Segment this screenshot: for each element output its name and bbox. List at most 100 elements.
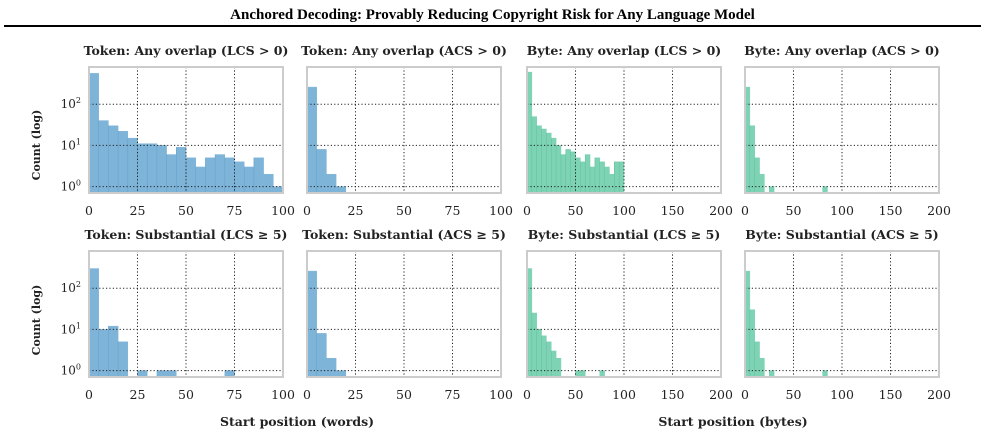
- subplot-title: Token: Substantial (ACS ≥ 5): [302, 227, 506, 242]
- y-tick-label: 101: [61, 321, 81, 336]
- histogram-bar: [584, 154, 591, 194]
- x-tick-label: 50: [568, 387, 584, 402]
- x-tick-label: 0: [523, 203, 531, 218]
- subplot-7: Byte: Substantial (LCS ≥ 5) 0 50 100 150 200: [523, 227, 733, 402]
- histogram-bar: [759, 173, 765, 194]
- title-rule: [4, 25, 981, 27]
- y-tick-label: 100: [61, 363, 81, 378]
- x-tick-label: 75: [227, 203, 243, 218]
- x-tick-label: 0: [303, 203, 311, 218]
- subplot-1: Token: Any overlap (LCS > 0) 0 25 50 75 100 10…: [61, 43, 295, 218]
- x-tick-label: 150: [879, 203, 903, 218]
- x-tick-label: 50: [396, 387, 412, 402]
- histogram-bar: [326, 357, 337, 378]
- x-tick-label: 100: [489, 203, 513, 218]
- histogram-bar: [127, 137, 138, 194]
- histogram-bar: [614, 161, 620, 194]
- histogram-bar: [108, 325, 119, 378]
- subplot-6: Token: Substantial (ACS ≥ 5) 0 25 50 75 100: [302, 227, 513, 402]
- x-tick-label: 200: [927, 203, 951, 218]
- x-tick-label: 0: [741, 203, 749, 218]
- histogram-bar: [117, 131, 129, 194]
- y-axis-label-row-2: Count (log): [30, 285, 43, 356]
- y-tick-label: 101: [61, 137, 81, 152]
- histogram-bar: [604, 166, 610, 194]
- x-tick-label: 0: [85, 203, 93, 218]
- histogram-bar: [531, 312, 537, 378]
- x-tick-label: 25: [348, 387, 364, 402]
- x-tick-label: 100: [489, 387, 513, 402]
- x-tick-label: 75: [445, 387, 461, 402]
- subplot-title: Byte: Substantial (LCS ≥ 5): [528, 227, 721, 242]
- x-tick-label: 50: [786, 203, 802, 218]
- y-tick-label: 102: [61, 280, 81, 295]
- x-tick-label: 25: [348, 203, 364, 218]
- histogram-bar: [536, 329, 542, 378]
- x-tick-label: 200: [709, 387, 733, 402]
- subplot-frame: [744, 250, 940, 378]
- histogram-bar: [575, 157, 581, 194]
- paper-title: Anchored Decoding: Provably Reducing Cop…: [230, 7, 755, 23]
- x-axis-label-bytes: Start position (bytes): [658, 414, 807, 429]
- x-tick-label: 100: [271, 387, 295, 402]
- x-tick-label: 100: [830, 387, 854, 402]
- histogram-bar: [117, 341, 129, 378]
- histogram-bar: [754, 341, 760, 378]
- subplot-frame: [526, 250, 722, 378]
- x-tick-label: 0: [85, 387, 93, 402]
- histogram-bar: [555, 145, 562, 194]
- subplot-frame: [306, 66, 502, 194]
- subplot-title: Byte: Any overlap (ACS > 0): [744, 43, 939, 58]
- x-tick-label: 50: [396, 203, 412, 218]
- histogram-bar: [98, 120, 109, 194]
- histogram-bar: [541, 335, 547, 378]
- histogram-bar: [243, 166, 255, 194]
- histogram-bar: [609, 173, 615, 194]
- histogram-bar: [541, 128, 547, 194]
- x-axis-label-words: Start position (words): [220, 414, 374, 429]
- histogram-bar: [253, 157, 264, 194]
- subplot-frame: [744, 66, 940, 194]
- x-tick-label: 150: [879, 387, 903, 402]
- subplot-8: Byte: Substantial (ACS ≥ 5) 0 50 100 150 200: [741, 227, 951, 402]
- x-tick-label: 100: [830, 203, 854, 218]
- histogram-bar: [146, 143, 158, 194]
- histogram-bar: [555, 357, 562, 378]
- histogram-bar: [98, 329, 109, 378]
- histogram-bar: [224, 157, 235, 194]
- histogram-bar: [205, 157, 216, 194]
- subplot-title: Byte: Any overlap (LCS > 0): [527, 43, 721, 58]
- x-tick-label: 25: [130, 203, 146, 218]
- histogram-bar: [759, 357, 765, 378]
- subplot-frame: [526, 66, 722, 194]
- y-tick-label: 100: [61, 179, 81, 194]
- histogram-bar: [263, 173, 274, 194]
- histogram-bar: [108, 125, 119, 194]
- x-tick-label: 75: [445, 203, 461, 218]
- histogram-bar: [594, 157, 601, 194]
- histogram-bar: [214, 154, 226, 194]
- x-tick-label: 50: [786, 387, 802, 402]
- x-tick-label: 75: [227, 387, 243, 402]
- x-tick-label: 0: [303, 387, 311, 402]
- histogram-bar: [589, 166, 596, 194]
- histogram-bar: [560, 154, 567, 194]
- histogram-bar: [546, 132, 552, 194]
- subplot-frame: [88, 250, 284, 378]
- x-tick-label: 0: [523, 387, 531, 402]
- histogram-bar: [326, 173, 337, 194]
- x-tick-label: 25: [130, 387, 146, 402]
- histogram-bar: [185, 157, 196, 194]
- histogram-bar: [166, 154, 177, 194]
- histogram-bar: [599, 161, 605, 194]
- subplot-title: Token: Any overlap (ACS > 0): [301, 43, 507, 58]
- histogram-bar: [551, 350, 557, 378]
- x-tick-label: 100: [612, 387, 636, 402]
- panel-grid: Token: Any overlap (LCS > 0) 0 25 50 75 100 10…: [61, 43, 951, 402]
- histogram-bar: [618, 161, 625, 194]
- x-tick-label: 50: [178, 387, 194, 402]
- histogram-bar: [546, 341, 552, 378]
- x-tick-label: 50: [568, 203, 584, 218]
- y-tick-label: 102: [61, 96, 81, 111]
- histogram-bar: [536, 125, 542, 194]
